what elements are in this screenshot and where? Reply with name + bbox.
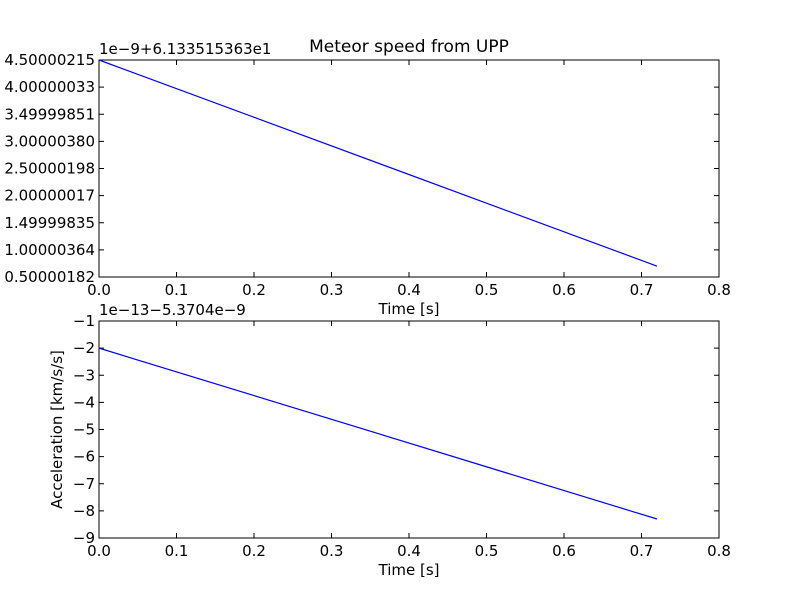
speed-x-tick-label: 0.0 [87,281,111,299]
speed-y-tick-label: 0.50000182 [4,268,95,286]
acceleration-x-tick-label: 0.5 [475,542,499,560]
speed-x-tick-label: 0.4 [397,281,421,299]
acceleration-axes-frame [98,320,720,539]
speed-y-tick-label: 3.00000380 [4,132,95,150]
speed-x-tick-label: 0.7 [630,281,654,299]
speed-axis-offset-text: 1e−9+6.133515363e1 [99,40,271,58]
speed-y-tick-label: 4.00000033 [4,78,95,96]
acceleration-y-tick-label: −3 [73,366,95,384]
acceleration-y-tick-label: −2 [73,339,95,357]
acceleration-y-tick-label: −5 [73,421,95,439]
speed-chart-title: Meteor speed from UPP [309,37,509,57]
acceleration-x-tick-label: 0.2 [242,542,266,560]
acceleration-x-tick-label: 0.4 [397,542,421,560]
acceleration-y-tick-label: −7 [73,475,95,493]
speed-y-tick-label: 2.00000017 [4,187,95,205]
acceleration-x-tick-label: 0.1 [165,542,189,560]
speed-x-axis-label: Time [s] [378,300,440,318]
speed-x-tick-label: 0.8 [707,281,731,299]
speed-y-tick-label: 1.49999835 [4,214,95,232]
acceleration-y-tick-label: −1 [73,312,95,330]
acceleration-axis-offset-text: 1e−13−5.3704e−9 [99,301,246,319]
acceleration-y-tick-label: −4 [73,393,95,411]
speed-y-tick-label: 1.00000364 [4,241,95,259]
acceleration-y-axis-label: Acceleration [km/s/s] [48,350,66,509]
speed-axes-frame [98,59,720,278]
speed-y-tick-label: 2.50000198 [4,160,95,178]
speed-y-tick-label: 3.49999851 [4,105,95,123]
acceleration-y-tick-label: −6 [73,448,95,466]
acceleration-x-tick-label: 0.6 [552,542,576,560]
acceleration-x-tick-label: 0.0 [87,542,111,560]
acceleration-x-axis-label: Time [s] [378,561,440,579]
speed-x-tick-label: 0.3 [320,281,344,299]
speed-y-tick-label: 4.50000215 [4,51,95,69]
acceleration-series-line [98,347,658,520]
speed-x-tick-label: 0.1 [165,281,189,299]
acceleration-x-tick-label: 0.8 [707,542,731,560]
acceleration-x-tick-label: 0.7 [630,542,654,560]
acceleration-y-tick-label: −8 [73,502,95,520]
acceleration-y-tick-label: −9 [73,529,95,547]
speed-series-line [98,59,658,267]
speed-x-tick-label: 0.5 [475,281,499,299]
speed-x-tick-label: 0.2 [242,281,266,299]
acceleration-x-tick-label: 0.3 [320,542,344,560]
speed-x-tick-label: 0.6 [552,281,576,299]
